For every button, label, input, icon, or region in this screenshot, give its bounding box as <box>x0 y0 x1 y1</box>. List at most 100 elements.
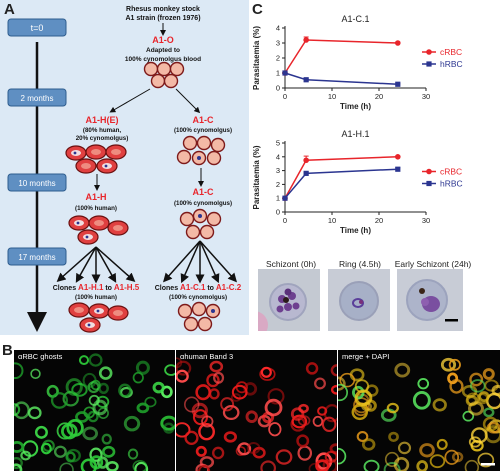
cell <box>222 404 240 421</box>
cell <box>14 401 30 420</box>
a1h-line1: (100% human) <box>75 205 117 212</box>
cell <box>30 368 41 380</box>
cell <box>349 368 365 382</box>
y-tick-label: 1 <box>276 194 280 203</box>
cell <box>14 362 24 380</box>
x-tick-label: 0 <box>283 216 287 225</box>
cell <box>260 460 277 471</box>
point-hRBC <box>282 195 288 201</box>
stock-line1: Rhesus monkey stock <box>126 6 200 13</box>
label-merge: merge + DAPI <box>342 352 390 361</box>
cell <box>363 459 380 471</box>
micrograph-merge: merge + DAPI <box>338 350 500 471</box>
cell <box>339 372 356 388</box>
cell <box>27 406 42 420</box>
point-hRBC <box>282 70 288 76</box>
timebox-t0-label: t=0 <box>31 23 44 33</box>
y-tick-label: 1 <box>276 69 280 78</box>
cell <box>223 431 238 443</box>
cell <box>246 441 261 455</box>
cell <box>482 416 499 432</box>
cell <box>176 360 192 376</box>
cell <box>184 396 200 413</box>
timebox-10months-label: 10 months <box>18 179 55 188</box>
cell <box>195 445 207 457</box>
cell <box>317 406 328 416</box>
cell <box>361 438 376 451</box>
cell <box>245 410 258 424</box>
timebox-17months-label: 17 months <box>18 253 55 262</box>
x-tick-label: 10 <box>328 216 336 225</box>
cell <box>163 422 175 434</box>
cell <box>53 445 67 458</box>
cell <box>388 431 399 442</box>
x-tick-label: 30 <box>422 216 430 225</box>
cell <box>312 415 324 427</box>
cell <box>330 384 337 395</box>
cell <box>213 371 225 384</box>
cell <box>429 454 446 469</box>
micrograph-band3: αhuman Band 3 <box>176 350 337 471</box>
y-axis-label: Parasitaemia (%) <box>252 26 261 90</box>
x-tick-label: 20 <box>375 216 383 225</box>
timebox-2months-label: 2 months <box>21 94 54 103</box>
cell <box>40 442 52 455</box>
timebox-t0 <box>7 18 67 37</box>
legend-marker <box>426 168 432 175</box>
a1he-cells <box>65 144 127 174</box>
y-tick-label: 0 <box>276 208 280 217</box>
cell <box>78 355 90 366</box>
scale-bar <box>481 463 495 466</box>
cell <box>80 458 98 471</box>
cell <box>386 402 399 414</box>
legend-label-hRBC: hRBC <box>440 59 463 69</box>
chart-a1c1: A1-C.1 0 10 20 30 0 1 2 3 4 Time (h) Parasitaemia (… <box>252 14 463 111</box>
cell <box>101 433 112 445</box>
series-line-hRBC <box>284 168 398 199</box>
a1o-cells <box>143 61 185 89</box>
point-cRBC <box>303 37 309 43</box>
cell <box>296 434 310 448</box>
a1o-name: A1-O <box>152 35 174 45</box>
a1h-cells <box>68 215 129 245</box>
caption-ring: Ring (4.5h) <box>338 259 382 269</box>
cell <box>123 415 141 432</box>
y-axis-label: Parasitaemia (%) <box>252 145 261 209</box>
point-hRBC <box>303 170 309 176</box>
cell <box>164 364 175 376</box>
cell <box>59 462 74 471</box>
cell <box>470 427 488 444</box>
cell <box>483 407 495 418</box>
a1c-mid-name: A1-C <box>192 187 214 197</box>
cell <box>98 382 109 395</box>
cell <box>436 438 448 451</box>
cell <box>298 403 309 414</box>
cell <box>160 415 175 431</box>
point-hRBC <box>395 81 401 87</box>
panel-a-diagram: t=0 2 months 10 months 17 months Rhesus … <box>7 6 242 333</box>
x-tick-label: 30 <box>422 92 430 101</box>
series-line-hRBC <box>284 72 398 85</box>
cell <box>92 399 108 416</box>
cell <box>383 461 401 471</box>
cell <box>417 377 430 390</box>
point-cRBC <box>303 157 309 164</box>
cell <box>469 379 486 393</box>
legend-label-hRBC: hRBC <box>440 179 463 189</box>
x-axis-label: Time (h) <box>340 102 371 111</box>
panel-c-letter: C <box>252 1 263 18</box>
cell <box>482 368 495 380</box>
a1he-line2: 20% cynomolgus) <box>76 135 129 142</box>
y-tick-label: 4 <box>276 152 280 161</box>
clones-cyno-cells <box>177 301 221 332</box>
cell <box>338 376 346 391</box>
cell <box>212 446 225 460</box>
micrograph-early-schizont <box>397 269 463 331</box>
cell <box>206 373 220 388</box>
y-tick-label: 4 <box>276 24 280 33</box>
clones-cyno-line2: (100% cynomolgus) <box>169 294 227 301</box>
label-rbc-ghosts: αRBC ghosts <box>18 352 63 361</box>
cell <box>176 422 191 438</box>
a1o-line2: 100% cynomolgus blood <box>125 56 201 63</box>
label-band3: αhuman Band 3 <box>180 352 234 361</box>
